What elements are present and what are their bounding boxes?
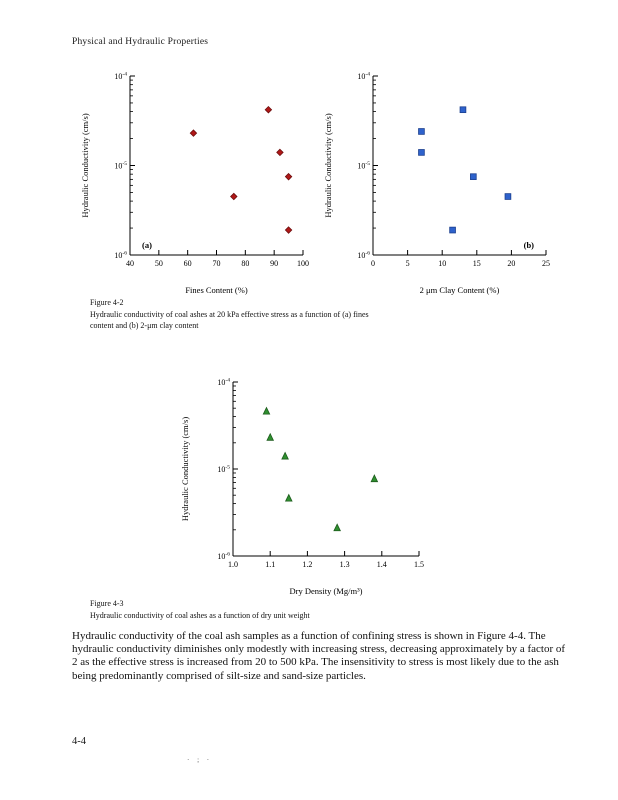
panel-label: (a) bbox=[142, 240, 152, 250]
x-axis-title: Fines Content (%) bbox=[185, 285, 247, 295]
scatter-point bbox=[276, 148, 284, 157]
y-axis-title: Hydraulic Conductivity (cm/s) bbox=[323, 113, 333, 218]
chart-dry-density: 1.0 1.1 1.2 1.3 1.4 1.5 10-6 10-5 10-4 Dry Densit… bbox=[180, 378, 424, 597]
x-tick-label: 100 bbox=[297, 259, 309, 268]
figure-4-2-caption: Figure 4-2 Hydraulic conductivity of coa… bbox=[90, 297, 369, 332]
y-tick-label: 10-4 bbox=[114, 72, 127, 82]
running-header: Physical and Hydraulic Properties bbox=[72, 37, 209, 47]
scatter-point bbox=[284, 493, 293, 502]
x-tick-label: 20 bbox=[507, 259, 515, 268]
scatter-point bbox=[418, 128, 425, 135]
y-tick-label: 10-6 bbox=[357, 251, 370, 261]
x-tick-label: 90 bbox=[270, 259, 278, 268]
x-tick-label: 10 bbox=[438, 259, 446, 268]
caption-line: Hydraulic conductivity of coal ashes as … bbox=[90, 610, 310, 620]
scatter-point bbox=[189, 129, 198, 137]
x-axis-title: 2 μm Clay Content (%) bbox=[420, 285, 500, 295]
page-number: 4-4 bbox=[72, 736, 86, 747]
scatter-point bbox=[470, 173, 477, 180]
x-axis-title: Dry Density (Mg/m³) bbox=[290, 586, 363, 596]
x-tick-label: 15 bbox=[473, 259, 481, 268]
y-tick-label: 10-5 bbox=[217, 465, 230, 475]
y-tick-label: 10-5 bbox=[357, 161, 370, 171]
caption-line: content and (b) 2-μm clay content bbox=[90, 321, 199, 330]
x-tick-label: 50 bbox=[155, 259, 163, 268]
scatter-point bbox=[284, 226, 293, 234]
caption-line: Hydraulic conductivity of coal ashes at … bbox=[90, 309, 369, 319]
x-tick-label: 25 bbox=[542, 259, 550, 268]
x-tick-label: 1.4 bbox=[377, 560, 387, 569]
scatter-point bbox=[370, 474, 379, 483]
panel-label: (b) bbox=[524, 240, 535, 250]
scatter-point bbox=[230, 192, 238, 201]
x-tick-label: 80 bbox=[241, 259, 249, 268]
scatter-point bbox=[266, 432, 275, 441]
x-tick-label: 70 bbox=[213, 259, 221, 268]
footer-marks: · ; · bbox=[187, 756, 213, 764]
x-tick-label: 40 bbox=[126, 259, 134, 268]
scatter-point bbox=[264, 105, 273, 114]
x-tick-label: 1.0 bbox=[228, 560, 238, 569]
x-tick-label: 1.5 bbox=[414, 560, 424, 569]
scatter-point bbox=[418, 149, 425, 156]
scatter-point bbox=[333, 523, 341, 532]
x-tick-label: 5 bbox=[406, 259, 410, 268]
x-tick-label: 1.2 bbox=[302, 560, 312, 569]
y-tick-label: 10-5 bbox=[114, 161, 127, 171]
chart-fines-content: 40 50 60 70 80 90 100 10-6 10-5 10-4 Fines Content… bbox=[80, 72, 309, 296]
y-tick-label: 10-4 bbox=[217, 378, 230, 388]
figure-4-2: 40 50 60 70 80 90 100 10-6 10-5 10-4 Fines Content… bbox=[78, 64, 558, 299]
y-tick-label: 10-4 bbox=[357, 72, 370, 82]
scatter-point bbox=[284, 172, 293, 181]
y-axis-title: Hydraulic Conductivity (cm/s) bbox=[180, 417, 190, 522]
y-axis-title: Hydraulic Conductivity (cm/s) bbox=[80, 113, 90, 218]
body-paragraph: Hydraulic conductivity of the coal ash s… bbox=[72, 630, 566, 682]
scatter-point bbox=[262, 406, 271, 415]
x-tick-label: 0 bbox=[371, 259, 375, 268]
scatter-point bbox=[281, 451, 289, 460]
scatter-point bbox=[504, 193, 512, 200]
chart-clay-content: 0 5 10 15 20 25 10-6 10-5 10-4 2 μm Clay Content … bbox=[323, 72, 550, 296]
x-tick-label: 60 bbox=[184, 259, 192, 268]
figure-4-3-caption: Figure 4-3 Hydraulic conductivity of coa… bbox=[90, 598, 310, 621]
y-tick-label: 10-6 bbox=[217, 552, 230, 562]
figure-4-2-label: Figure 4-2 bbox=[90, 298, 124, 307]
x-tick-label: 1.1 bbox=[265, 560, 275, 569]
x-tick-label: 1.3 bbox=[340, 560, 350, 569]
scatter-point bbox=[459, 106, 467, 114]
scatter-point bbox=[449, 226, 456, 234]
figure-4-3-label: Figure 4-3 bbox=[90, 599, 124, 608]
y-tick-label: 10-6 bbox=[114, 251, 127, 261]
